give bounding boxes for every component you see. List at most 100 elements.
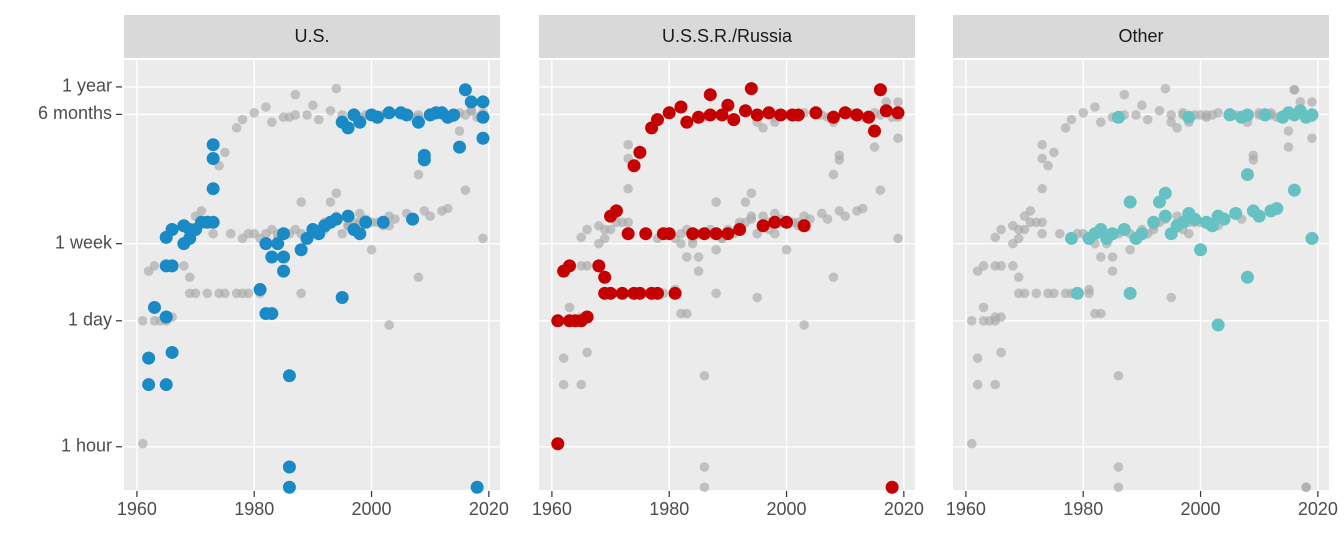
background-point xyxy=(881,97,892,107)
background-point xyxy=(325,105,336,116)
background-point xyxy=(1037,139,1047,150)
background-point xyxy=(1301,482,1311,493)
point xyxy=(1147,215,1161,229)
background-point xyxy=(1037,183,1047,194)
background-point xyxy=(1078,108,1089,118)
strip xyxy=(539,15,915,58)
background-point xyxy=(202,288,213,299)
background-point xyxy=(711,244,721,255)
background-point xyxy=(1207,110,1218,120)
background-point xyxy=(623,183,633,194)
point xyxy=(609,204,623,218)
background-point xyxy=(857,203,868,214)
point xyxy=(370,110,384,124)
background-point xyxy=(1008,261,1018,271)
point xyxy=(1135,227,1149,241)
point xyxy=(417,153,431,167)
background-point xyxy=(893,97,903,107)
background-point xyxy=(623,217,633,228)
point xyxy=(727,113,741,127)
point xyxy=(1205,219,1219,233)
background-point xyxy=(1096,308,1106,319)
point xyxy=(1194,243,1208,257)
background-point xyxy=(149,261,160,271)
point xyxy=(891,106,905,120)
background-point xyxy=(384,320,394,330)
background-point xyxy=(454,126,465,136)
point xyxy=(206,138,220,152)
background-point xyxy=(828,272,839,283)
background-point xyxy=(1283,126,1294,136)
background-point xyxy=(996,312,1006,322)
background-point xyxy=(746,188,757,199)
background-point xyxy=(1037,228,1047,239)
point xyxy=(686,227,700,241)
point xyxy=(206,182,220,196)
point xyxy=(359,215,373,229)
background-point xyxy=(869,142,880,152)
background-point xyxy=(834,155,845,165)
point xyxy=(868,124,882,138)
background-point xyxy=(816,208,827,219)
background-point xyxy=(828,169,839,180)
background-point xyxy=(1043,160,1053,171)
background-point xyxy=(1113,370,1124,381)
point xyxy=(885,480,899,494)
x-tick-label: 2000 xyxy=(767,499,807,519)
point xyxy=(476,95,490,109)
background-point xyxy=(799,320,809,330)
point xyxy=(621,227,635,241)
point xyxy=(282,460,296,474)
background-point xyxy=(1049,147,1059,158)
background-point xyxy=(1090,102,1100,112)
background-point xyxy=(1013,233,1024,244)
background-point xyxy=(261,102,271,112)
background-point xyxy=(893,233,903,244)
point xyxy=(1123,286,1137,300)
background-point xyxy=(1166,110,1177,120)
background-point xyxy=(1037,217,1047,228)
x-tick-label: 1960 xyxy=(946,499,986,519)
point xyxy=(400,108,414,122)
point xyxy=(738,104,752,118)
point xyxy=(294,243,308,257)
y-tick-label: 6 months xyxy=(38,103,112,123)
background-point xyxy=(1184,228,1194,239)
background-point xyxy=(972,353,983,363)
background-point xyxy=(284,112,295,123)
point xyxy=(762,106,776,120)
background-point xyxy=(1113,482,1124,493)
point xyxy=(1240,168,1254,182)
point xyxy=(797,219,811,233)
background-point xyxy=(758,123,768,133)
point xyxy=(592,259,606,273)
background-point xyxy=(623,139,633,150)
x-tick-label: 1980 xyxy=(1063,499,1103,519)
background-point xyxy=(746,211,757,221)
panel-background xyxy=(953,60,1329,490)
point xyxy=(650,286,664,300)
background-point xyxy=(605,224,616,235)
point xyxy=(662,106,676,120)
point xyxy=(1070,286,1084,300)
background-point xyxy=(331,188,342,199)
point xyxy=(1305,108,1319,122)
background-point xyxy=(558,379,569,390)
background-point xyxy=(1107,252,1118,262)
background-point xyxy=(1113,462,1124,472)
point xyxy=(411,115,425,129)
point xyxy=(165,223,179,237)
point xyxy=(376,215,390,229)
x-tick-label: 2000 xyxy=(1181,499,1221,519)
y-tick-label: 1 year xyxy=(62,76,112,96)
background-point xyxy=(337,228,348,239)
point xyxy=(774,108,788,122)
background-point xyxy=(413,272,424,283)
y-tick-label: 1 hour xyxy=(61,436,112,456)
background-point xyxy=(1289,84,1300,95)
background-point xyxy=(478,233,488,244)
background-point xyxy=(599,233,610,244)
background-point xyxy=(582,347,592,358)
x-tick-label: 1960 xyxy=(532,499,572,519)
